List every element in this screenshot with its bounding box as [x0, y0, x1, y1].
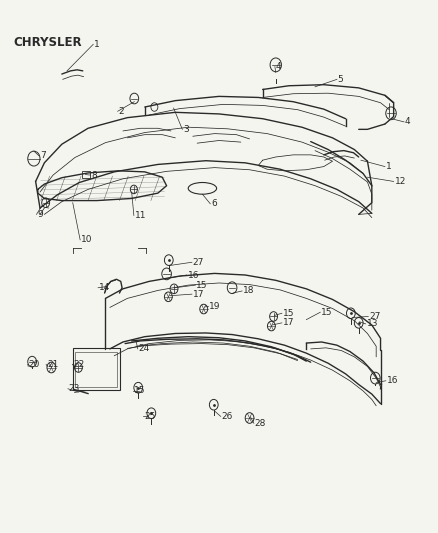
Text: 24: 24: [139, 344, 150, 353]
Text: 10: 10: [81, 236, 92, 245]
Text: 20: 20: [28, 360, 40, 369]
Text: 26: 26: [222, 412, 233, 421]
Text: 12: 12: [395, 177, 406, 186]
Text: CHRYSLER: CHRYSLER: [14, 36, 82, 49]
Text: 15: 15: [283, 309, 294, 318]
Text: 19: 19: [209, 302, 221, 311]
Text: 28: 28: [255, 419, 266, 428]
Text: 17: 17: [283, 318, 294, 327]
Text: 1: 1: [94, 40, 100, 49]
Text: 27: 27: [193, 258, 204, 266]
Text: 14: 14: [99, 283, 110, 292]
Text: 7: 7: [40, 151, 46, 160]
Text: 8: 8: [91, 171, 97, 180]
Text: 2: 2: [119, 107, 124, 116]
Text: 16: 16: [387, 376, 398, 385]
Text: 27: 27: [369, 312, 381, 321]
Bar: [73, 349, 120, 390]
Text: 17: 17: [193, 289, 204, 298]
Text: 3: 3: [183, 125, 189, 134]
Text: 16: 16: [187, 271, 199, 279]
Text: 9: 9: [37, 210, 43, 219]
Text: 21: 21: [47, 360, 58, 369]
Text: 4: 4: [405, 117, 410, 126]
Bar: [75, 352, 117, 386]
Text: 22: 22: [73, 360, 85, 369]
Bar: [82, 171, 90, 177]
Text: 15: 15: [196, 280, 208, 289]
Text: 5: 5: [338, 75, 343, 84]
Text: 4: 4: [276, 62, 281, 71]
Text: 25: 25: [144, 412, 155, 421]
Text: 15: 15: [134, 386, 146, 395]
Text: 6: 6: [211, 199, 217, 208]
Text: 11: 11: [135, 211, 146, 220]
Text: 23: 23: [69, 384, 80, 393]
Text: 13: 13: [367, 319, 378, 328]
Text: 18: 18: [243, 286, 254, 295]
Text: 1: 1: [386, 162, 392, 171]
Text: 15: 15: [321, 308, 333, 317]
